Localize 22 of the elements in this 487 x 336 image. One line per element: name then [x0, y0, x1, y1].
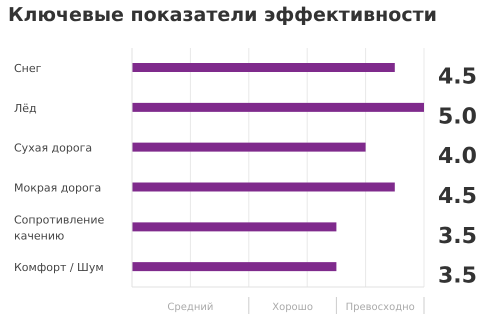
data-label: 4.5 [438, 184, 477, 209]
text: Средний [167, 302, 214, 313]
y-tick-label: Лёд [14, 102, 38, 115]
y-tick-label: Сопротивление качению [14, 213, 104, 242]
bar [132, 142, 366, 152]
text: Превосходно [346, 302, 415, 313]
chart-title: Ключевые показатели эффективности [8, 4, 437, 26]
data-label: 4.0 [438, 144, 477, 170]
data-label: 5.0 [438, 104, 477, 130]
bar [132, 63, 395, 72]
data-label: 3.5 [438, 264, 477, 289]
text: Хорошо [272, 302, 313, 313]
bar [132, 182, 395, 192]
bar [132, 222, 336, 232]
y-tick-label: Комфорт / Шум [14, 261, 104, 274]
y-tick-label: Сухая дорога [14, 142, 92, 155]
data-label: 3.5 [438, 224, 477, 249]
y-tick-label: Снег [14, 62, 42, 75]
bar [132, 102, 424, 112]
y-tick-label: Мокрая дорога [14, 181, 102, 194]
data-label: 4.5 [438, 64, 477, 90]
bar [132, 262, 336, 272]
